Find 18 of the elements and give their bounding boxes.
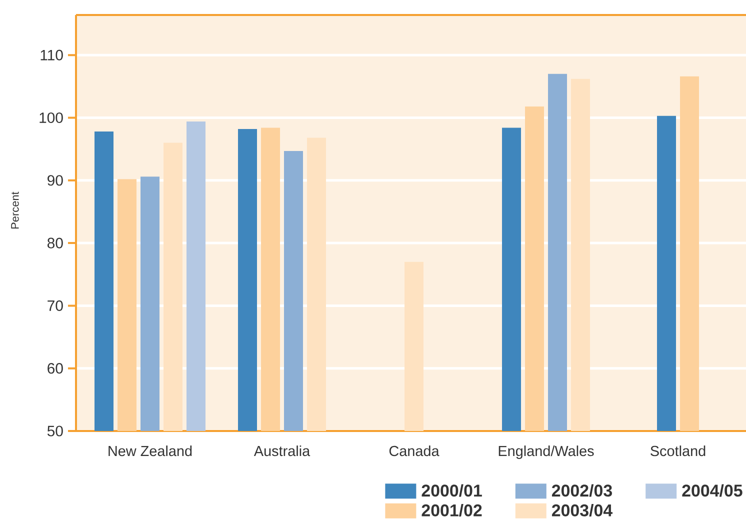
legend-label: 2003/04: [552, 504, 613, 517]
y-tick-label: 80: [48, 238, 63, 248]
x-tick-label: Scotland: [650, 446, 706, 456]
legend-label: 2000/01: [422, 484, 482, 497]
y-tick-label: 90: [48, 175, 63, 186]
x-tick-label: England/Wales: [498, 446, 594, 459]
legend-label: 2004/05: [682, 484, 742, 497]
x-tick-label: Canada: [389, 446, 440, 456]
y-tick-label: 70: [48, 300, 63, 311]
y-tick-label: 60: [48, 363, 63, 374]
y-tick-label: 50: [47, 426, 63, 436]
y-tick-label: 110: [40, 50, 63, 60]
x-tick-label: Australia: [254, 446, 310, 456]
legend-label: 2001/02: [422, 504, 482, 517]
y-tick-label: 100: [40, 112, 63, 124]
legend-label: 2002/03: [552, 484, 612, 497]
y-axis-title: Percent: [11, 192, 19, 228]
x-tick-label: New Zealand: [108, 446, 192, 456]
